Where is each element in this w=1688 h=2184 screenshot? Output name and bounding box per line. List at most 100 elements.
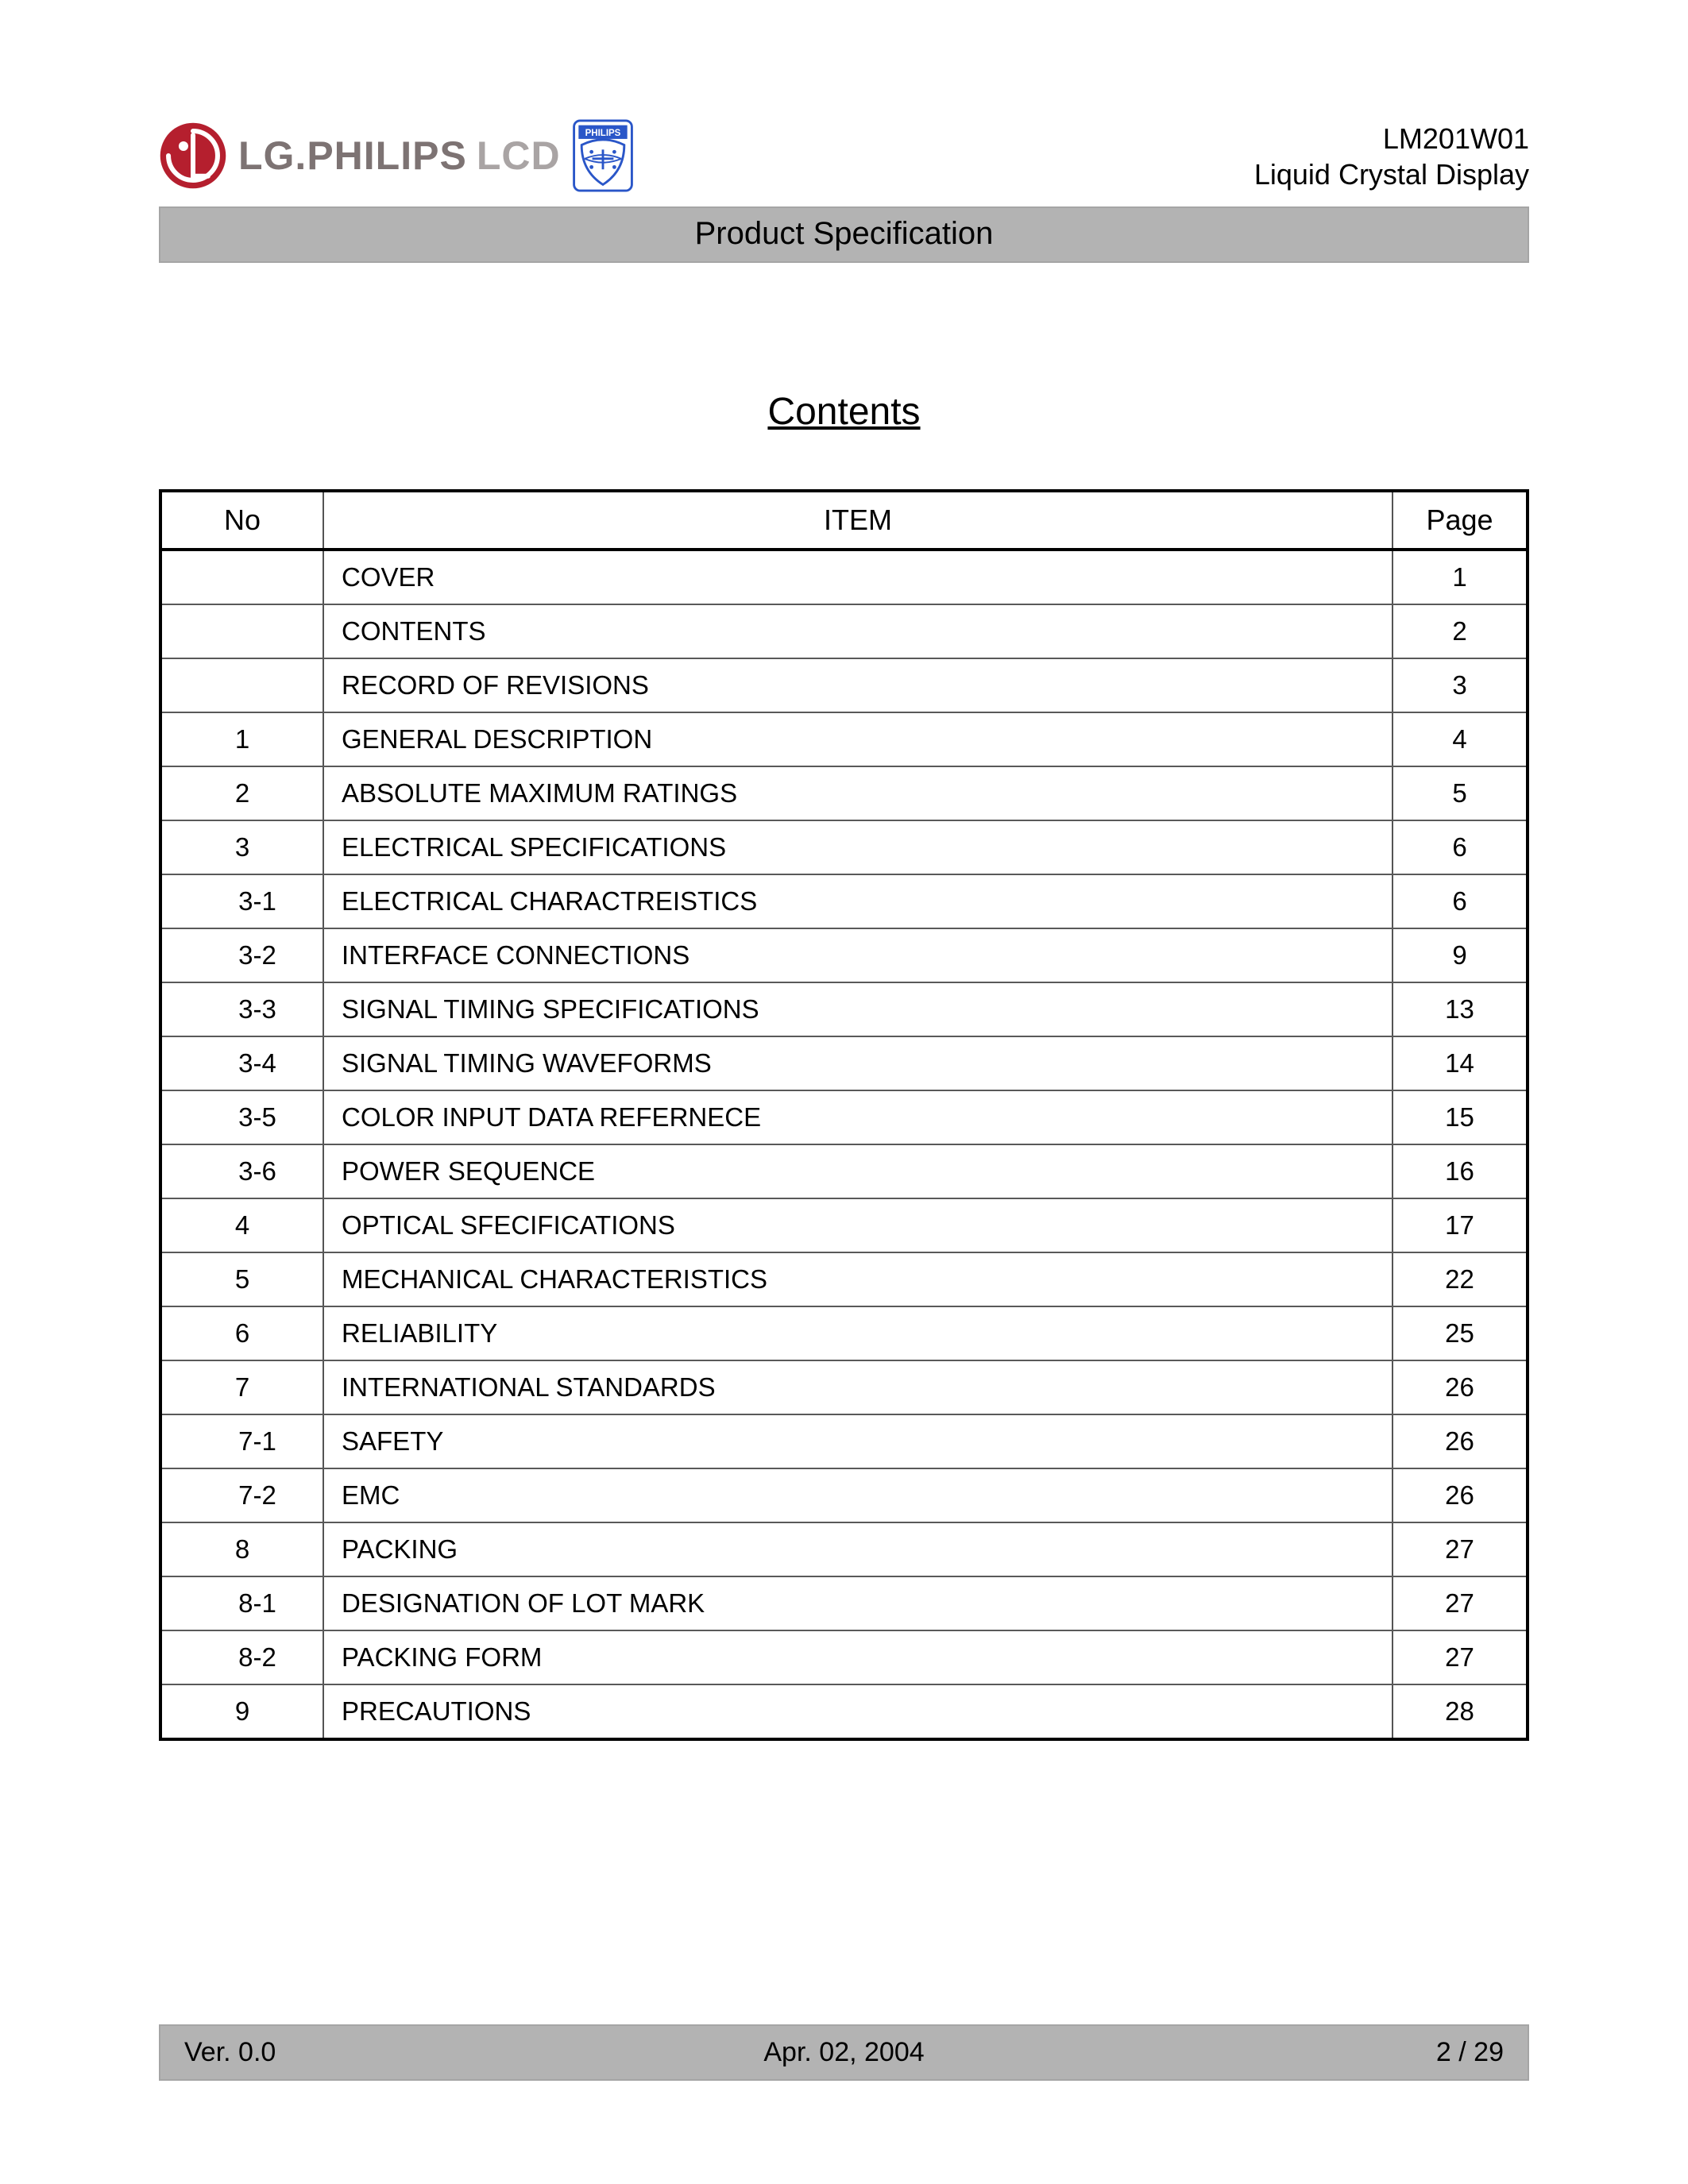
row-item: SIGNAL TIMING SPECIFICATIONS — [323, 982, 1393, 1036]
row-item: SIGNAL TIMING WAVEFORMS — [323, 1036, 1393, 1090]
footer-bar: Ver. 0.0 Apr. 02, 2004 2 / 29 — [159, 2024, 1529, 2081]
row-item: EMC — [323, 1468, 1393, 1522]
table-row: 3-2INTERFACE CONNECTIONS9 — [160, 928, 1528, 982]
row-item: OPTICAL SFECIFICATIONS — [323, 1198, 1393, 1252]
brand-sub: LCD — [477, 133, 561, 179]
table-row: COVER1 — [160, 550, 1528, 604]
table-header-row: No ITEM Page — [160, 491, 1528, 550]
row-page: 9 — [1393, 928, 1528, 982]
row-no: 8 — [160, 1522, 323, 1576]
row-page: 1 — [1393, 550, 1528, 604]
row-no: 3-5 — [160, 1090, 323, 1144]
row-page: 13 — [1393, 982, 1528, 1036]
brand-main: LG.PHILIPS — [238, 133, 467, 179]
row-page: 5 — [1393, 766, 1528, 820]
row-item: SAFETY — [323, 1414, 1393, 1468]
spec-bar-label: Product Specification — [695, 216, 994, 251]
row-no: 9 — [160, 1684, 323, 1739]
row-no: 7-2 — [160, 1468, 323, 1522]
row-no: 3 — [160, 820, 323, 874]
table-row: 8-2PACKING FORM27 — [160, 1630, 1528, 1684]
row-item: MECHANICAL CHARACTERISTICS — [323, 1252, 1393, 1306]
row-page: 15 — [1393, 1090, 1528, 1144]
row-item: INTERFACE CONNECTIONS — [323, 928, 1393, 982]
model-block: LM201W01 Liquid Crystal Display — [1254, 121, 1529, 192]
row-no: 4 — [160, 1198, 323, 1252]
table-row: 7-1SAFETY26 — [160, 1414, 1528, 1468]
table-row: 4OPTICAL SFECIFICATIONS17 — [160, 1198, 1528, 1252]
row-item: ABSOLUTE MAXIMUM RATINGS — [323, 766, 1393, 820]
row-no: 3-4 — [160, 1036, 323, 1090]
row-item: INTERNATIONAL STANDARDS — [323, 1360, 1393, 1414]
table-row: 1GENERAL DESCRIPTION4 — [160, 712, 1528, 766]
col-header-page: Page — [1393, 491, 1528, 550]
row-no: 8-1 — [160, 1576, 323, 1630]
table-row: 2ABSOLUTE MAXIMUM RATINGS5 — [160, 766, 1528, 820]
row-item: COVER — [323, 550, 1393, 604]
table-row: 3-1ELECTRICAL CHARACTREISTICS6 — [160, 874, 1528, 928]
row-item: CONTENTS — [323, 604, 1393, 658]
table-row: 3ELECTRICAL SPECIFICATIONS6 — [160, 820, 1528, 874]
table-row: RECORD OF REVISIONS3 — [160, 658, 1528, 712]
row-no: 7 — [160, 1360, 323, 1414]
row-no: 3-1 — [160, 874, 323, 928]
col-header-item: ITEM — [323, 491, 1393, 550]
row-page: 25 — [1393, 1306, 1528, 1360]
row-item: DESIGNATION OF LOT MARK — [323, 1576, 1393, 1630]
row-item: PACKING FORM — [323, 1630, 1393, 1684]
row-item: COLOR INPUT DATA REFERNECE — [323, 1090, 1393, 1144]
row-page: 28 — [1393, 1684, 1528, 1739]
row-no: 7-1 — [160, 1414, 323, 1468]
row-page: 2 — [1393, 604, 1528, 658]
row-no: 3-6 — [160, 1144, 323, 1198]
row-no — [160, 550, 323, 604]
header-row: LG.PHILIPS LCD PHILIPS LM201W01 Liquid C… — [159, 119, 1529, 192]
row-page: 26 — [1393, 1360, 1528, 1414]
row-page: 26 — [1393, 1414, 1528, 1468]
table-row: 8-1DESIGNATION OF LOT MARK27 — [160, 1576, 1528, 1630]
row-page: 16 — [1393, 1144, 1528, 1198]
table-row: 3-5COLOR INPUT DATA REFERNECE15 — [160, 1090, 1528, 1144]
row-item: PRECAUTIONS — [323, 1684, 1393, 1739]
row-no — [160, 658, 323, 712]
table-row: 7INTERNATIONAL STANDARDS26 — [160, 1360, 1528, 1414]
table-row: 3-6POWER SEQUENCE16 — [160, 1144, 1528, 1198]
row-page: 27 — [1393, 1522, 1528, 1576]
row-item: GENERAL DESCRIPTION — [323, 712, 1393, 766]
table-row: 3-3SIGNAL TIMING SPECIFICATIONS13 — [160, 982, 1528, 1036]
product-name: Liquid Crystal Display — [1254, 156, 1529, 192]
table-row: 6RELIABILITY25 — [160, 1306, 1528, 1360]
row-item: RELIABILITY — [323, 1306, 1393, 1360]
footer-version: Ver. 0.0 — [184, 2037, 276, 2068]
model-number: LM201W01 — [1254, 121, 1529, 156]
philips-badge-icon: PHILIPS — [572, 119, 634, 192]
page-content: LG.PHILIPS LCD PHILIPS LM201W01 Liquid C… — [159, 119, 1529, 2081]
table-row: CONTENTS2 — [160, 604, 1528, 658]
row-no: 3-2 — [160, 928, 323, 982]
row-item: ELECTRICAL SPECIFICATIONS — [323, 820, 1393, 874]
row-page: 27 — [1393, 1630, 1528, 1684]
table-row: 7-2EMC26 — [160, 1468, 1528, 1522]
spec-bar: Product Specification — [159, 206, 1529, 263]
logo-block: LG.PHILIPS LCD PHILIPS — [159, 119, 634, 192]
row-page: 6 — [1393, 820, 1528, 874]
row-no: 3-3 — [160, 982, 323, 1036]
row-page: 3 — [1393, 658, 1528, 712]
row-page: 6 — [1393, 874, 1528, 928]
table-row: 8PACKING27 — [160, 1522, 1528, 1576]
table-row: 3-4SIGNAL TIMING WAVEFORMS14 — [160, 1036, 1528, 1090]
row-page: 22 — [1393, 1252, 1528, 1306]
row-page: 4 — [1393, 712, 1528, 766]
row-no: 2 — [160, 766, 323, 820]
row-item: POWER SEQUENCE — [323, 1144, 1393, 1198]
row-page: 26 — [1393, 1468, 1528, 1522]
svg-text:PHILIPS: PHILIPS — [585, 129, 620, 138]
contents-table: No ITEM Page COVER1CONTENTS2RECORD OF RE… — [159, 489, 1529, 1741]
row-page: 17 — [1393, 1198, 1528, 1252]
brand-text: LG.PHILIPS LCD — [238, 133, 561, 179]
footer-page: 2 / 29 — [1436, 2037, 1504, 2068]
footer-date: Apr. 02, 2004 — [160, 2037, 1528, 2068]
row-page: 14 — [1393, 1036, 1528, 1090]
col-header-no: No — [160, 491, 323, 550]
row-no: 5 — [160, 1252, 323, 1306]
